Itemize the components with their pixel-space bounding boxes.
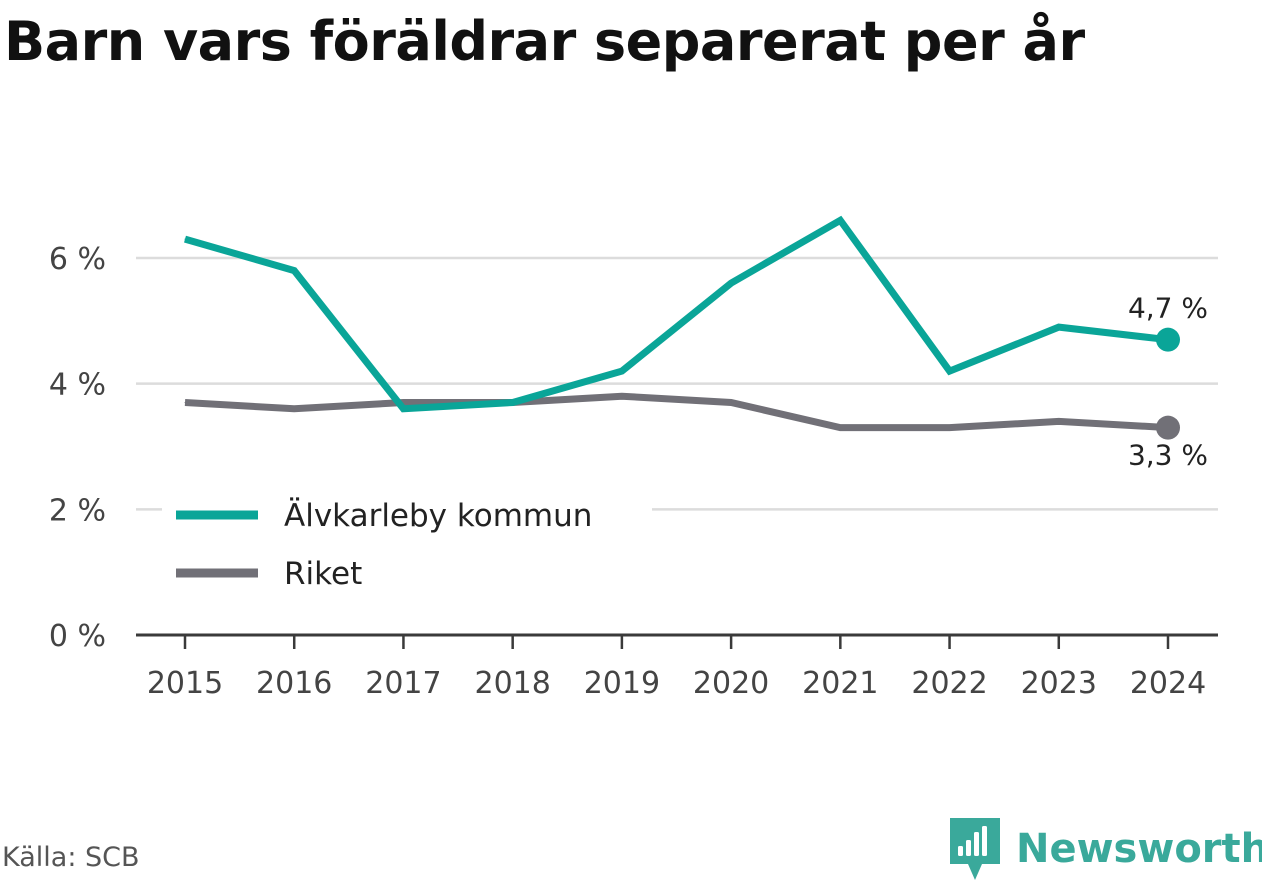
- data-point: [293, 270, 295, 272]
- end-value-label: 3,3 %: [1128, 439, 1208, 472]
- data-point: [402, 408, 404, 410]
- x-tick-label: 2015: [147, 666, 223, 701]
- brand-name: Newsworthy: [1016, 826, 1262, 872]
- data-point: [512, 402, 514, 404]
- bar-chart-icon: [950, 818, 1000, 880]
- x-tick-label: 2018: [474, 666, 550, 701]
- source-label: Källa: SCB: [2, 842, 140, 873]
- x-axis: 2015 2016 2017 2018 2019 2020 2021 2022 2023 2024: [136, 633, 1218, 701]
- x-tick-label: 2019: [584, 666, 660, 701]
- x-tick-label: 2023: [1021, 666, 1097, 701]
- data-point: [1058, 420, 1060, 422]
- brand: Newsworthy: [950, 818, 1262, 880]
- y-axis-ticks: 0 % 2 % 4 % 6 %: [49, 242, 106, 654]
- chart-title: Barn vars föräldrar separerat per år: [4, 10, 1085, 73]
- data-point: [1058, 326, 1060, 328]
- y-tick-label: 4 %: [49, 368, 106, 403]
- data-point: [621, 370, 623, 372]
- end-value-label: 4,7 %: [1128, 292, 1208, 325]
- data-point: [402, 402, 404, 404]
- end-marker: [1156, 327, 1180, 352]
- x-tick-label: 2020: [693, 666, 769, 701]
- y-tick-label: 0 %: [49, 619, 106, 654]
- grid-lines: [136, 256, 1218, 511]
- legend-label: Riket: [284, 556, 362, 592]
- legend: Älvkarleby kommun Riket: [162, 485, 652, 603]
- series-line: [184, 215, 1169, 413]
- x-tick-label: 2016: [256, 666, 332, 701]
- series-lines: 4,7 % 3,3 %: [184, 215, 1208, 472]
- line-chart: 0 % 2 % 4 % 6 % 2015 2016 2017 2018 2019 2020 202…: [49, 215, 1218, 701]
- y-tick-label: 2 %: [49, 493, 106, 528]
- data-point: [949, 370, 951, 372]
- data-point: [949, 427, 951, 429]
- data-point: [730, 282, 732, 284]
- x-tick-label: 2017: [365, 666, 441, 701]
- x-tick-label: 2022: [911, 666, 987, 701]
- data-point: [839, 219, 841, 221]
- end-marker: [1156, 415, 1180, 440]
- data-point: [730, 402, 732, 404]
- data-point: [184, 238, 186, 240]
- y-tick-label: 6 %: [49, 242, 106, 277]
- x-tick-label: 2024: [1130, 666, 1206, 701]
- legend-label: Älvkarleby kommun: [284, 498, 592, 534]
- data-point: [839, 427, 841, 429]
- series-line: [184, 392, 1169, 432]
- x-tick-label: 2021: [802, 666, 878, 701]
- data-point: [621, 395, 623, 397]
- data-point: [184, 402, 186, 404]
- data-point: [293, 408, 295, 410]
